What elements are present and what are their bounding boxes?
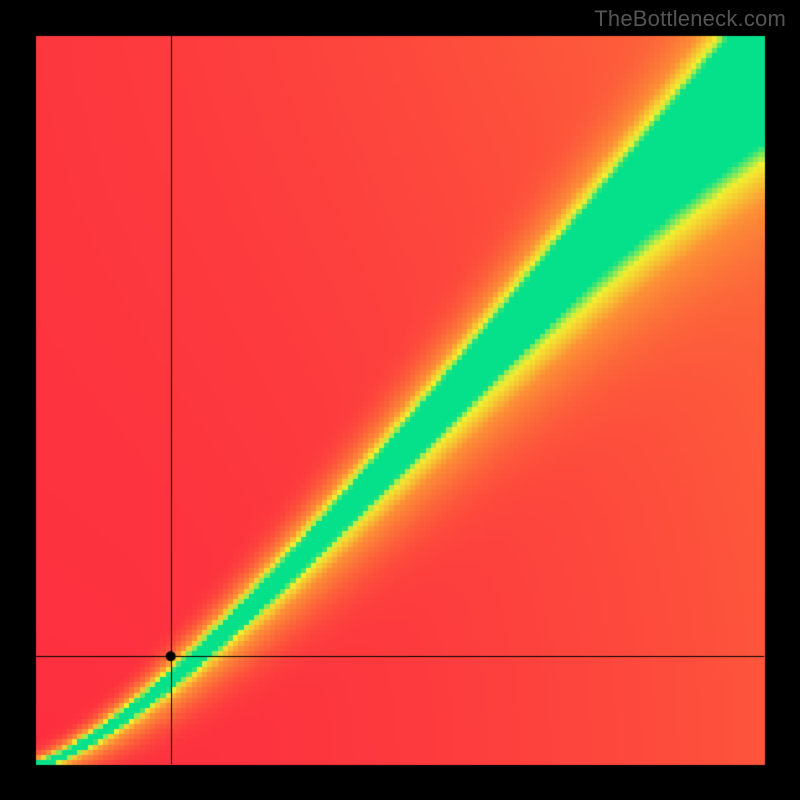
watermark-text: TheBottleneck.com bbox=[594, 6, 786, 32]
bottleneck-heatmap bbox=[0, 0, 800, 800]
